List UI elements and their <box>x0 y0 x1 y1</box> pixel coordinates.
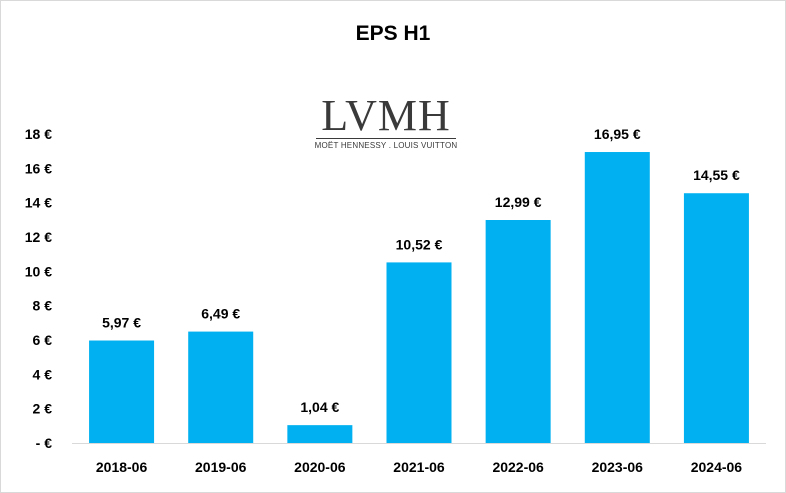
value-label: 5,97 € <box>102 315 141 331</box>
x-tick-label: 2019-06 <box>195 459 247 475</box>
y-tick-label: 4 € <box>33 366 53 382</box>
x-tick-label: 2021-06 <box>393 459 445 475</box>
bar-2021-06 <box>386 262 452 443</box>
y-tick-label: 18 € <box>25 126 52 142</box>
lvmh-logo: LVMH MOËT HENNESSY . LOUIS VUITTON <box>312 91 460 156</box>
value-label: 14,55 € <box>693 167 740 183</box>
bar-2023-06 <box>584 152 650 443</box>
y-axis-ticks: - € 2 € 4 € 6 € 8 € 10 € 12 € 14 € 16 € 18 € <box>25 126 52 451</box>
bar-2019-06 <box>188 331 254 443</box>
bar-2024-06 <box>683 193 749 443</box>
logo-subtitle: MOËT HENNESSY . LOUIS VUITTON <box>314 141 458 150</box>
y-tick-label: 2 € <box>33 401 53 417</box>
logo-rule <box>316 138 456 139</box>
bars <box>89 152 749 443</box>
y-tick-label: 10 € <box>25 263 52 279</box>
y-tick-label: 16 € <box>25 160 52 176</box>
x-tick-label: 2023-06 <box>592 459 644 475</box>
logo-wordmark: LVMH <box>321 91 451 140</box>
y-tick-label: 14 € <box>25 195 52 211</box>
y-tick-label: 8 € <box>33 298 53 314</box>
value-label: 12,99 € <box>495 194 542 210</box>
value-label: 16,95 € <box>594 126 641 142</box>
x-tick-label: 2024-06 <box>691 459 743 475</box>
value-label: 1,04 € <box>300 399 339 415</box>
y-tick-label: 12 € <box>25 229 52 245</box>
bar-2022-06 <box>485 220 551 443</box>
y-tick-label: 6 € <box>33 332 53 348</box>
x-tick-label: 2018-06 <box>96 459 148 475</box>
chart-title: EPS H1 <box>355 22 431 45</box>
bar-2018-06 <box>89 340 155 443</box>
x-tick-label: 2022-06 <box>492 459 544 475</box>
value-labels: 5,97 € 6,49 € 1,04 € 10,52 € 12,99 € 16,95 € 1… <box>102 126 740 415</box>
bar-2020-06 <box>287 425 353 443</box>
x-tick-label: 2020-06 <box>294 459 346 475</box>
value-label: 6,49 € <box>201 306 240 322</box>
value-label: 10,52 € <box>396 236 443 252</box>
x-axis-ticks: 2018-06 2019-06 2020-06 2021-06 2022-06 2023-… <box>96 459 742 475</box>
y-tick-label: - € <box>36 435 53 451</box>
